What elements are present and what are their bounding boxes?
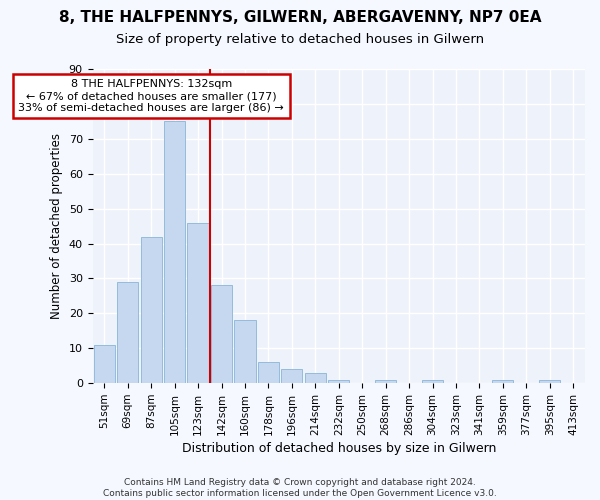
- Bar: [281, 369, 302, 383]
- Text: Size of property relative to detached houses in Gilwern: Size of property relative to detached ho…: [116, 32, 484, 46]
- Bar: [117, 282, 138, 383]
- Text: 8, THE HALFPENNYS, GILWERN, ABERGAVENNY, NP7 0EA: 8, THE HALFPENNYS, GILWERN, ABERGAVENNY,…: [59, 10, 541, 25]
- Bar: [305, 372, 326, 383]
- Bar: [258, 362, 279, 383]
- Text: Contains HM Land Registry data © Crown copyright and database right 2024.
Contai: Contains HM Land Registry data © Crown c…: [103, 478, 497, 498]
- Bar: [328, 380, 349, 383]
- Bar: [211, 286, 232, 383]
- X-axis label: Distribution of detached houses by size in Gilwern: Distribution of detached houses by size …: [182, 442, 496, 455]
- Bar: [94, 345, 115, 383]
- Bar: [539, 380, 560, 383]
- Bar: [375, 380, 396, 383]
- Bar: [235, 320, 256, 383]
- Bar: [187, 222, 209, 383]
- Bar: [164, 122, 185, 383]
- Bar: [422, 380, 443, 383]
- Y-axis label: Number of detached properties: Number of detached properties: [50, 133, 63, 319]
- Text: 8 THE HALFPENNYS: 132sqm
← 67% of detached houses are smaller (177)
33% of semi-: 8 THE HALFPENNYS: 132sqm ← 67% of detach…: [18, 80, 284, 112]
- Bar: [493, 380, 514, 383]
- Bar: [140, 236, 161, 383]
